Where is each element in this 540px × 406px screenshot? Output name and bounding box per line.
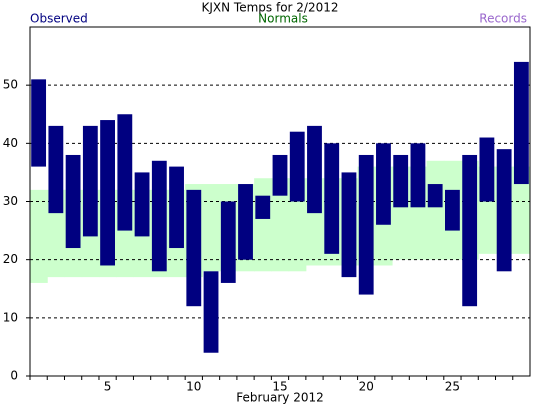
y-tick-label: 10 xyxy=(3,310,18,324)
y-tick-label: 0 xyxy=(10,369,18,383)
plot-frame xyxy=(29,26,531,377)
observed-bar xyxy=(376,143,391,225)
y-tick-label: 50 xyxy=(3,78,18,92)
x-tick-label: 20 xyxy=(359,380,374,394)
normal-range xyxy=(512,166,531,254)
observed-bar xyxy=(358,154,374,295)
observed-bar xyxy=(255,195,271,219)
y-tick-label: 40 xyxy=(3,136,18,150)
observed-bar xyxy=(410,143,426,208)
observed-bar xyxy=(31,79,47,167)
observed-bar xyxy=(169,166,184,249)
observed-bar xyxy=(220,201,236,283)
observed-bar xyxy=(100,120,115,266)
x-axis-label: February 2012 xyxy=(236,391,324,405)
chart-title: KJXN Temps for 2/2012 xyxy=(202,1,339,15)
observed-bar xyxy=(186,189,202,307)
normal-range xyxy=(202,184,221,272)
observed-bar xyxy=(65,154,81,249)
normal-range xyxy=(426,160,445,260)
x-tick-label: 25 xyxy=(445,380,460,394)
y-tick-label: 20 xyxy=(3,252,18,266)
normal-range xyxy=(254,178,272,272)
x-tick-label: 5 xyxy=(104,380,112,394)
observed-bar xyxy=(82,125,98,237)
observed-bar xyxy=(462,154,478,307)
x-tick-label: 15 xyxy=(272,380,287,394)
observed-bar xyxy=(272,154,288,196)
normal-range xyxy=(30,189,48,283)
observed-bar xyxy=(48,125,64,214)
observed-bar xyxy=(134,172,150,237)
observed-bar xyxy=(513,61,529,185)
x-tick-label: 10 xyxy=(186,380,201,394)
legend-observed: Observed xyxy=(30,12,88,26)
observed-bar xyxy=(445,189,460,231)
observed-bar xyxy=(341,172,357,278)
observed-bar xyxy=(151,160,167,272)
observed-bar xyxy=(203,271,219,353)
observed-bar xyxy=(427,184,443,208)
legend-records: Records xyxy=(479,12,527,26)
observed-bar xyxy=(479,137,495,202)
observed-bar xyxy=(393,154,409,208)
observed-bar xyxy=(117,114,133,231)
observed-bar xyxy=(289,131,305,202)
observed-bar xyxy=(307,125,322,214)
y-tick-label: 30 xyxy=(3,194,18,208)
legend-normals: Normals xyxy=(258,12,308,26)
observed-bar xyxy=(496,149,512,272)
observed-bar xyxy=(324,143,340,254)
observed-bar xyxy=(238,184,253,260)
